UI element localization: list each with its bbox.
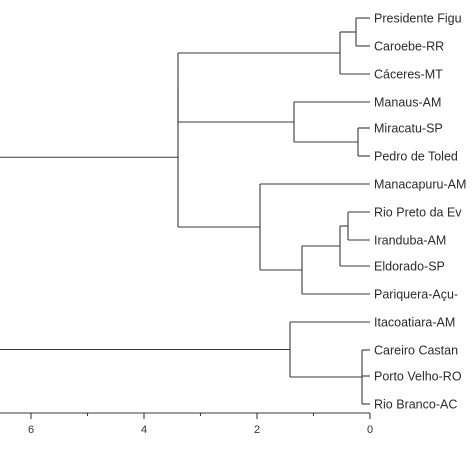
leaf-labels: Presidente Figu Caroebe-RR Cáceres-MT Manau…	[374, 12, 466, 412]
leaf-label: Iranduba-AM	[374, 234, 446, 248]
leaf-label: Miracatu-SP	[374, 122, 443, 136]
leaf-label: Manaus-AM	[374, 96, 441, 110]
axis-tick-label: 6	[28, 424, 34, 436]
leaf-label: Cáceres-MT	[374, 68, 443, 82]
leaf-label: Manacapuru-AM	[374, 178, 466, 192]
leaf-label: Pariquera-Açu-	[374, 288, 458, 302]
leaf-label: Pedro de Toled	[374, 150, 458, 164]
axis-tick-label: 4	[141, 424, 147, 436]
leaf-label: Eldorado-SP	[374, 260, 445, 274]
leaf-label: Rio Preto da Ev	[374, 206, 462, 220]
leaf-label: Caroebe-RR	[374, 40, 444, 54]
leaf-label: Rio Branco-AC	[374, 398, 457, 412]
leaf-label: Careiro Castan	[374, 344, 458, 358]
distance-axis: 6 4 2 0	[0, 412, 373, 436]
leaf-label: Porto Velho-RO	[374, 370, 462, 384]
axis-tick-label: 2	[254, 424, 260, 436]
dendrogram-branches	[0, 17, 370, 405]
leaf-label: Itacoatiara-AM	[374, 316, 455, 330]
axis-tick-label: 0	[367, 424, 373, 436]
leaf-label: Presidente Figu	[374, 12, 462, 26]
